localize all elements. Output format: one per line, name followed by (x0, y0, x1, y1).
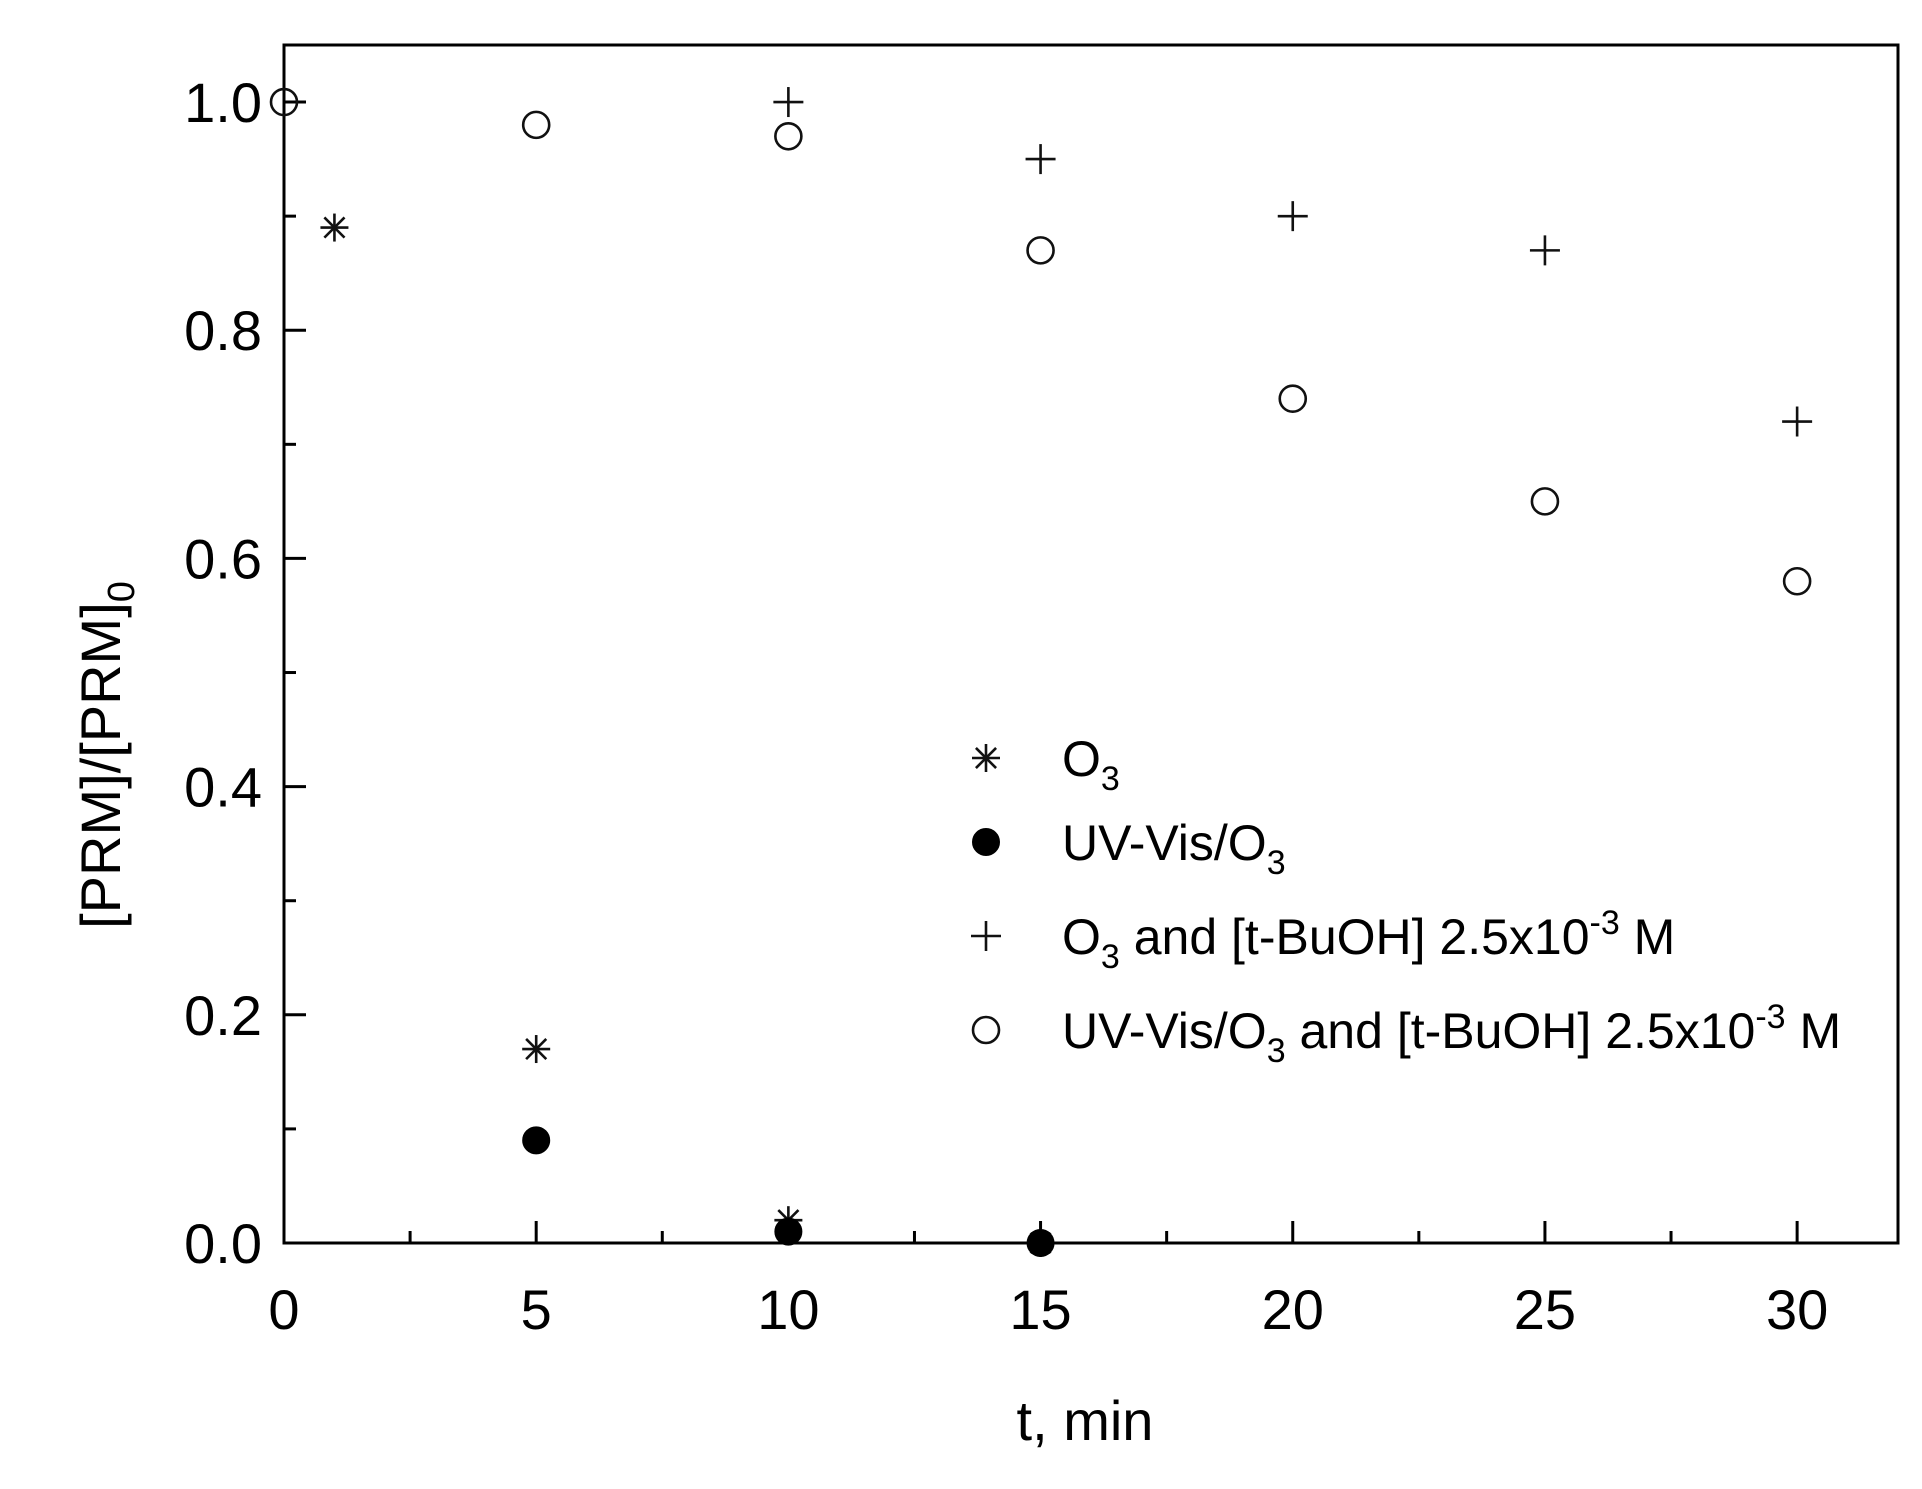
x-tick-label: 30 (1766, 1278, 1828, 1341)
filled-circle-shape (1026, 1229, 1055, 1257)
legend-label-subscript: 3 (1267, 844, 1286, 882)
plot-frame (282, 43, 1900, 1245)
y-tick-label: 0.6 (184, 527, 262, 590)
data-point-plus (1025, 144, 1056, 175)
x-tick-label: 15 (1009, 1278, 1071, 1341)
legend-marker-filled-circle (972, 828, 1000, 856)
open-circle-shape (774, 121, 803, 151)
axis-ticks (282, 100, 1799, 1245)
legend-label-text: M (1620, 909, 1676, 965)
data-point-open-circle (1782, 566, 1812, 596)
axis-tick-labels: 0 5 10 15 20 25 30 0.0 0.2 0.4 0.6 0.8 1.0 (184, 71, 1828, 1341)
legend-label-text: UV-Vis/O (1062, 1003, 1267, 1059)
legend-marker-plus (971, 921, 1001, 951)
open-circle-shape (971, 1015, 1001, 1045)
legend-label-text: M (1786, 1003, 1842, 1059)
legend-label-subscript: 3 (1267, 1032, 1286, 1070)
x-axis-label: t, min (1017, 1389, 1154, 1452)
legend-entry: O3 and [t-BuOH] 2.5x10-3 M (971, 904, 1675, 976)
legend-label-text: O (1062, 909, 1101, 965)
legend-label-subscript: 3 (1101, 938, 1120, 976)
legend-marker-asterisk (972, 744, 1000, 772)
series-asterisk (320, 213, 1055, 1257)
plot-area (282, 43, 1900, 1245)
legend-label: O3 (1062, 731, 1120, 798)
data-points (269, 87, 1813, 1257)
legend-label-superscript: -3 (1590, 904, 1620, 942)
x-tick-label: 5 (521, 1278, 552, 1341)
legend-label-text: and [t-BuOH] 2.5x10 (1286, 1003, 1756, 1059)
open-circle-shape (1026, 236, 1055, 265)
data-point-asterisk (320, 213, 349, 242)
open-circle-shape (521, 110, 551, 140)
legend-entry: O3 (972, 731, 1120, 798)
legend-label-superscript: -3 (1755, 998, 1785, 1036)
legend-entry: UV-Vis/O3 and [t-BuOH] 2.5x10-3 M (971, 998, 1841, 1070)
x-tick-label: 10 (757, 1278, 819, 1341)
y-tick-label: 0.0 (184, 1212, 262, 1275)
series-open-circle (269, 87, 1812, 596)
filled-circle-shape (522, 1126, 551, 1155)
data-point-plus (1529, 235, 1560, 266)
legend-label-subscript: 3 (1101, 760, 1120, 798)
data-point-open-circle (1278, 384, 1308, 413)
x-tick-label: 20 (1262, 1278, 1324, 1341)
y-axis-label-main: [PRM]/[PRM] (69, 602, 132, 929)
legend-entry: UV-Vis/O3 (972, 815, 1286, 882)
data-point-open-circle (1026, 236, 1055, 265)
legend-label: O3 and [t-BuOH] 2.5x10-3 M (1062, 904, 1675, 976)
y-tick-label: 0.8 (184, 299, 262, 362)
legend-label: UV-Vis/O3 (1062, 815, 1286, 882)
legend-label: UV-Vis/O3 and [t-BuOH] 2.5x10-3 M (1062, 998, 1841, 1070)
legend-label-text: and [t-BuOH] 2.5x10 (1120, 909, 1590, 965)
legend-marker-open-circle (971, 1015, 1001, 1045)
x-tick-label: 25 (1514, 1278, 1576, 1341)
data-point-plus (1277, 201, 1308, 232)
data-point-open-circle (1530, 487, 1560, 516)
data-point-filled-circle (1026, 1229, 1055, 1257)
open-circle-shape (269, 87, 299, 117)
open-circle-shape (1278, 384, 1308, 413)
y-tick-label: 0.4 (184, 756, 262, 819)
open-circle-shape (1530, 487, 1560, 516)
legend-label-text: O (1062, 731, 1101, 787)
filled-circle-shape (972, 828, 1000, 856)
series-filled-circle (522, 1126, 1055, 1257)
data-point-plus (773, 87, 804, 118)
asterisk-stroke (975, 747, 997, 769)
data-point-filled-circle (774, 1217, 803, 1246)
data-point-plus (1782, 406, 1813, 437)
open-circle-shape (1782, 566, 1812, 596)
data-point-asterisk (522, 1035, 551, 1064)
asterisk-stroke (323, 216, 346, 239)
y-tick-label: 1.0 (184, 71, 262, 134)
y-axis-label: [PRM]/[PRM]0 (69, 581, 143, 929)
data-point-open-circle (774, 121, 803, 151)
x-tick-label: 0 (268, 1278, 299, 1341)
asterisk-stroke (525, 1038, 548, 1061)
series-plus (773, 87, 1813, 437)
y-axis-label-subscript: 0 (101, 581, 143, 602)
filled-circle-shape (774, 1217, 803, 1246)
y-tick-label: 0.2 (184, 984, 262, 1047)
data-point-open-circle (269, 87, 299, 117)
legend-label-text: UV-Vis/O (1062, 815, 1267, 871)
data-point-filled-circle (522, 1126, 551, 1155)
data-point-open-circle (521, 110, 551, 140)
